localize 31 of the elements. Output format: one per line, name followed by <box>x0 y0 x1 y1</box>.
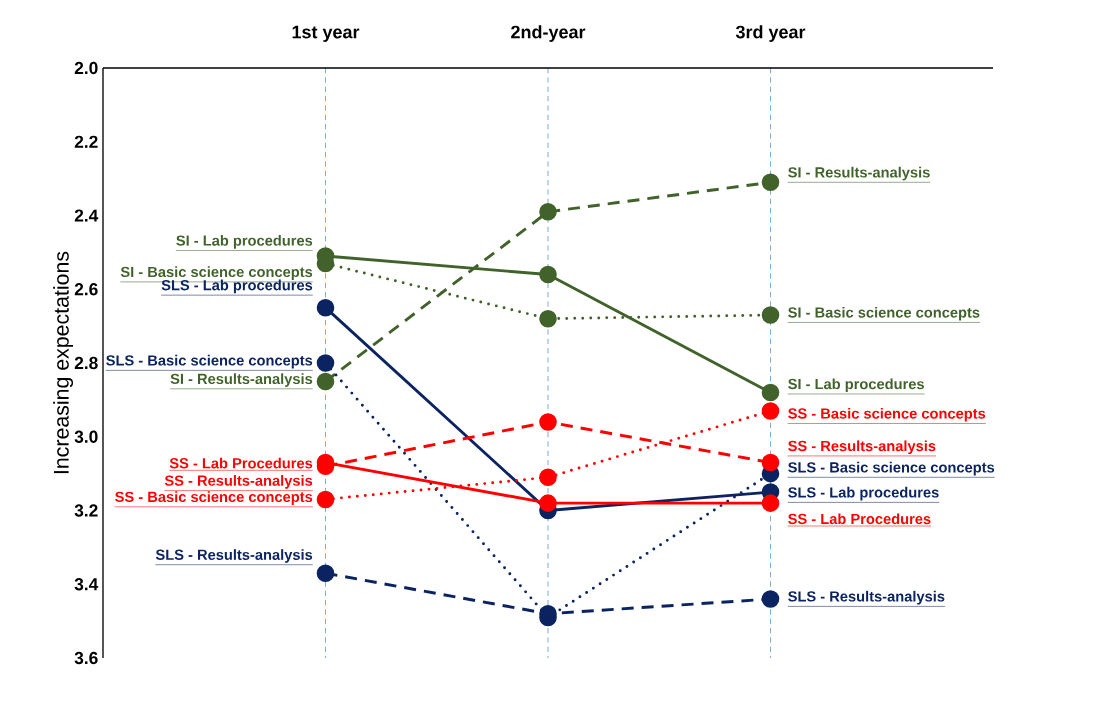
y-axis-title: Increasing expectations <box>53 251 74 474</box>
text: SS - Lab Procedures <box>788 513 931 525</box>
y-tick-label: 2.2 <box>74 135 98 148</box>
y-tick-label: 2.6 <box>74 283 98 296</box>
x-tick-label: 2nd-year <box>511 25 586 42</box>
text: SI - Results-analysis <box>788 166 930 181</box>
series-label: SI - Results-analysis <box>170 373 313 387</box>
y-tick-label: 2.8 <box>74 356 98 370</box>
text: SLS - Basic science concepts <box>788 461 995 476</box>
series-label: SLS - Results-analysis <box>155 549 313 563</box>
y-tick-label: 2.4 <box>74 209 99 222</box>
series-label: SLS - Basic science concepts <box>106 354 313 369</box>
text: SI - Basic science concepts <box>788 306 980 321</box>
series-label: SS - Basic science concepts <box>115 491 313 505</box>
series-label: SI - Lab procedures <box>176 234 313 249</box>
y-tick-label: 2.0 <box>74 61 98 75</box>
series-label: SS - Results-analysis <box>164 475 313 489</box>
y-tick-label: 3.0 <box>74 430 98 443</box>
text: SS - Basic science concepts <box>788 407 986 422</box>
y-tick-label: 3.6 <box>74 651 98 665</box>
x-tick-label: 3rd year <box>735 25 806 42</box>
text: SLS - Lab procedures <box>161 279 313 294</box>
text: SLS - Results-analysis <box>788 590 945 605</box>
text: SI - Lab procedures <box>788 378 924 393</box>
y-tick-label: 3.4 <box>74 578 99 591</box>
series-label: SLS - Lab procedures <box>788 486 939 501</box>
x-tick-label: 1st year <box>292 25 360 42</box>
series-label: SS - Lab Procedures <box>169 457 313 469</box>
series-label: SI - Basic science concepts <box>120 266 313 280</box>
text: SS - Results-analysis <box>788 440 936 455</box>
y-tick-label: 3.2 <box>74 504 98 517</box>
